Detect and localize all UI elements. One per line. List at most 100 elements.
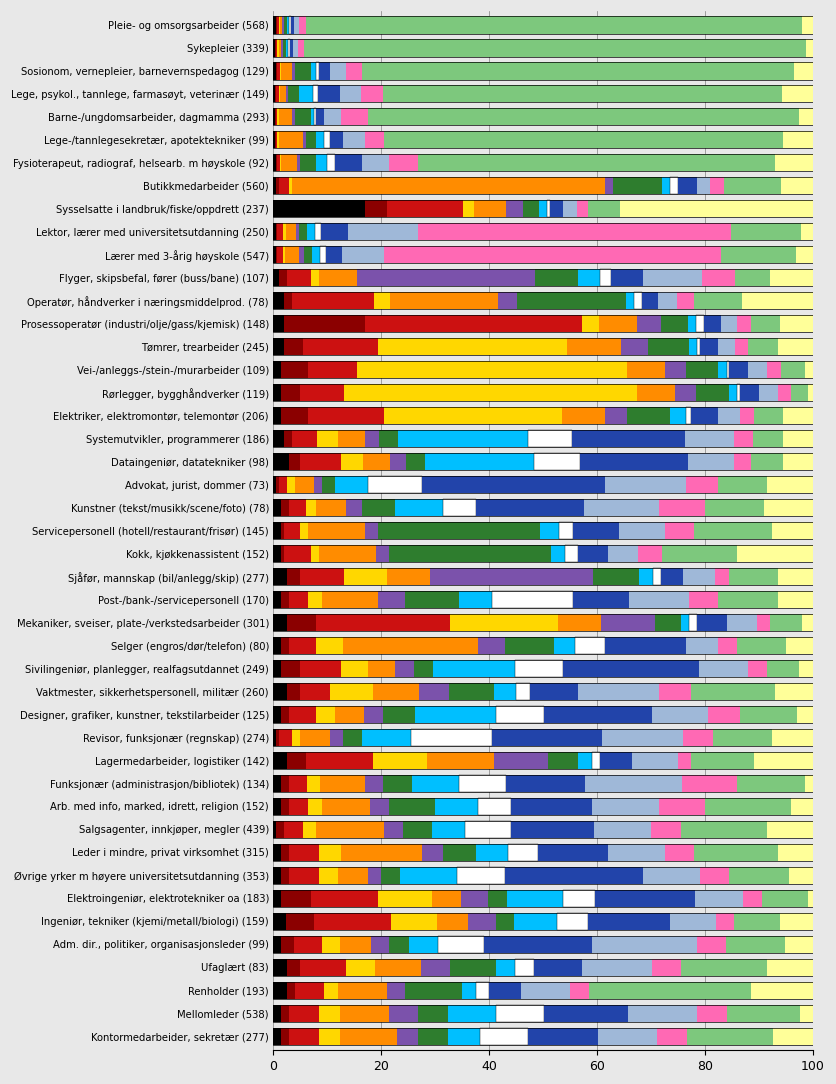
Bar: [303, 131, 305, 149]
Bar: [731, 223, 801, 241]
Bar: [718, 361, 726, 378]
Bar: [383, 706, 415, 723]
Bar: [298, 246, 304, 263]
Bar: [748, 660, 767, 678]
Bar: [379, 522, 540, 539]
Bar: [753, 752, 813, 770]
Bar: [659, 499, 705, 516]
Bar: [705, 798, 792, 815]
Bar: [385, 246, 721, 263]
Bar: [665, 843, 694, 861]
Bar: [276, 154, 278, 171]
Bar: [292, 430, 317, 448]
Bar: [340, 108, 368, 126]
Bar: [273, 545, 813, 563]
Bar: [496, 958, 515, 976]
Bar: [721, 315, 737, 333]
Bar: [300, 154, 316, 171]
Bar: [665, 522, 694, 539]
Bar: [289, 1005, 319, 1022]
Bar: [290, 39, 293, 56]
Bar: [643, 269, 702, 286]
Bar: [312, 246, 320, 263]
Bar: [295, 108, 311, 126]
Bar: [729, 568, 777, 585]
Bar: [753, 408, 783, 424]
Bar: [451, 614, 558, 631]
Bar: [273, 982, 813, 999]
Bar: [295, 62, 311, 79]
Bar: [322, 935, 340, 953]
Bar: [339, 430, 365, 448]
Bar: [688, 453, 734, 470]
Bar: [273, 430, 813, 448]
Bar: [273, 62, 276, 79]
Bar: [614, 177, 662, 194]
Bar: [281, 499, 289, 516]
Bar: [657, 1028, 686, 1045]
Bar: [751, 453, 783, 470]
Bar: [281, 361, 308, 378]
Bar: [273, 408, 281, 424]
Bar: [341, 660, 368, 678]
Bar: [494, 683, 516, 700]
Bar: [425, 453, 533, 470]
Bar: [718, 591, 777, 608]
Bar: [653, 568, 661, 585]
Bar: [373, 683, 419, 700]
Bar: [582, 958, 652, 976]
Bar: [273, 338, 813, 356]
Bar: [694, 293, 742, 309]
Bar: [803, 614, 813, 631]
Bar: [632, 752, 678, 770]
Bar: [371, 935, 389, 953]
Bar: [805, 361, 813, 378]
Bar: [287, 982, 295, 999]
Bar: [289, 499, 305, 516]
Bar: [547, 201, 550, 218]
Bar: [708, 706, 741, 723]
Bar: [276, 821, 284, 838]
Bar: [686, 1028, 772, 1045]
Bar: [324, 982, 338, 999]
Bar: [321, 223, 348, 241]
Bar: [638, 545, 662, 563]
Bar: [592, 752, 599, 770]
Bar: [443, 499, 476, 516]
Bar: [384, 408, 562, 424]
Bar: [273, 338, 284, 356]
Bar: [522, 982, 570, 999]
Bar: [273, 545, 281, 563]
Bar: [379, 591, 405, 608]
Bar: [783, 430, 813, 448]
Bar: [740, 384, 759, 401]
Bar: [681, 614, 690, 631]
Bar: [273, 752, 813, 770]
Bar: [695, 890, 743, 907]
Bar: [281, 706, 289, 723]
Bar: [670, 177, 678, 194]
Bar: [564, 545, 579, 563]
Bar: [403, 821, 432, 838]
Bar: [311, 269, 319, 286]
Bar: [345, 958, 375, 976]
Bar: [365, 315, 583, 333]
Bar: [799, 1005, 813, 1022]
Bar: [605, 476, 686, 493]
Bar: [316, 62, 319, 79]
Bar: [273, 935, 813, 953]
Bar: [748, 338, 777, 356]
Bar: [286, 39, 288, 56]
Bar: [575, 637, 605, 655]
Bar: [278, 728, 292, 746]
Bar: [686, 361, 718, 378]
Bar: [689, 591, 718, 608]
Bar: [287, 614, 316, 631]
Bar: [437, 913, 467, 930]
Bar: [608, 545, 638, 563]
Bar: [273, 660, 281, 678]
Bar: [675, 384, 696, 401]
Bar: [292, 293, 374, 309]
Bar: [273, 223, 276, 241]
Bar: [374, 293, 390, 309]
